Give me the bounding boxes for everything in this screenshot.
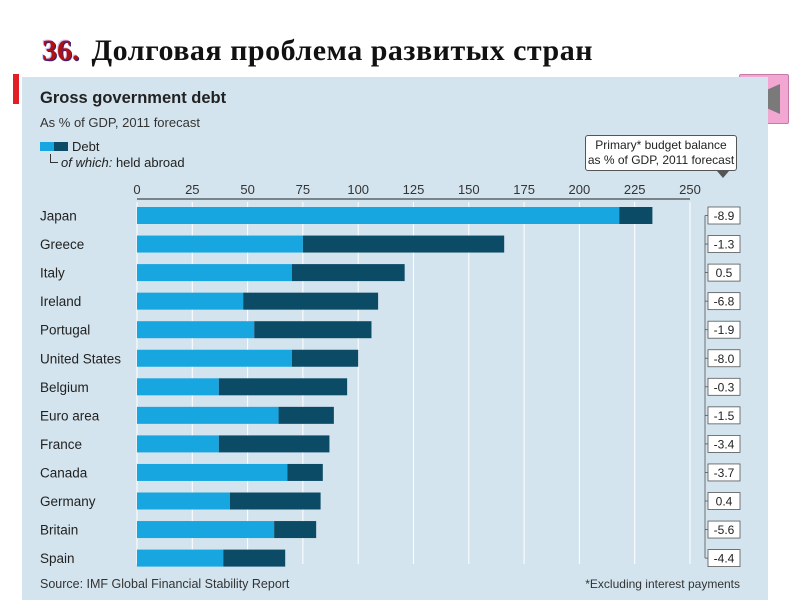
bar-debt (137, 378, 219, 396)
chart-title: Gross government debt (40, 89, 227, 107)
bar-held-abroad (619, 207, 653, 224)
balance-value-label: -8.9 (714, 209, 735, 223)
bar-debt (137, 492, 230, 510)
bar-debt (137, 435, 219, 453)
bar-debt (137, 521, 275, 539)
chart-panel: Gross government debt As % of GDP, 2011 … (22, 77, 768, 600)
bar-held-abroad (291, 349, 359, 367)
balance-value-label: -6.8 (714, 295, 735, 309)
balance-header: Primary* budget balance as % of GDP, 201… (585, 135, 737, 171)
category-label: United States (40, 351, 121, 366)
bar-held-abroad (254, 321, 372, 339)
x-tick-label: 175 (513, 182, 535, 197)
category-label: Portugal (40, 323, 90, 338)
category-label: Spain (40, 551, 75, 566)
category-label: Japan (40, 209, 77, 224)
bar-held-abroad (218, 378, 348, 396)
category-label: Italy (40, 266, 65, 281)
bar-held-abroad (229, 492, 321, 510)
balance-value-label: -4.4 (714, 552, 735, 566)
bar-chart: 0 25 50 75 100 125 150 175 200 225 250 Japan -8.9 Gre… (40, 182, 741, 568)
bar-debt (137, 207, 620, 224)
chart-subtitle: As % of GDP, 2011 forecast (40, 115, 200, 130)
category-label: Greece (40, 237, 84, 252)
chart-source: Source: IMF Global Financial Stability R… (40, 577, 290, 591)
x-tick-label: 150 (458, 182, 480, 197)
x-tick-label: 0 (133, 182, 140, 197)
bar-debt (137, 549, 224, 567)
x-tick-label: 125 (403, 182, 425, 197)
red-accent-bar (13, 74, 19, 104)
bar-debt (137, 235, 303, 253)
category-label: Belgium (40, 380, 89, 395)
x-tick-label: 100 (347, 182, 369, 197)
bar-debt (137, 321, 255, 339)
balance-value-label: -1.3 (714, 238, 735, 252)
chart-footnote: *Excluding interest payments (585, 577, 740, 591)
balance-value-label: -5.6 (714, 523, 735, 537)
bar-held-abroad (218, 435, 330, 453)
legend-item-held-abroad: of which: held abroad (50, 154, 185, 170)
legend-label-held-abroad-prefix: of which: (61, 155, 113, 170)
category-label: Germany (40, 494, 96, 509)
legend-item-debt: Debt (40, 137, 185, 155)
slide-number: 36. (42, 34, 80, 67)
x-tick-label: 225 (624, 182, 646, 197)
bar-held-abroad (291, 264, 405, 282)
bar-debt (137, 406, 279, 424)
balance-header-pointer (717, 171, 729, 178)
balance-value-label: -3.7 (714, 466, 735, 480)
bar-debt (137, 463, 288, 481)
legend-label-debt: Debt (72, 138, 100, 154)
category-label: Britain (40, 523, 78, 538)
balance-header-line2: as % of GDP, 2011 forecast (587, 153, 735, 167)
bar-debt (137, 349, 292, 367)
balance-header-line1: Primary* budget balance (595, 138, 727, 152)
legend-label-held-abroad-suffix: held abroad (115, 155, 185, 170)
category-label: Canada (40, 465, 88, 480)
x-tick-label: 25 (185, 182, 199, 197)
slide-header: 36. Долговая проблема развитых стран (42, 34, 593, 74)
bar-debt (137, 264, 292, 282)
legend-hook (50, 154, 58, 163)
category-label: France (40, 437, 82, 452)
x-tick-label: 50 (240, 182, 254, 197)
category-label: Ireland (40, 294, 81, 309)
slide-title: Долговая проблема развитых стран (91, 34, 594, 67)
bar-held-abroad (223, 549, 286, 567)
x-tick-label: 250 (679, 182, 701, 197)
category-label: Euro area (40, 408, 100, 423)
balance-value-label: 0.5 (716, 266, 733, 280)
x-tick-label: 75 (296, 182, 310, 197)
bar-held-abroad (278, 406, 334, 424)
balance-value-label: -0.3 (714, 380, 735, 394)
balance-value-label: -3.4 (714, 437, 735, 451)
balance-value-label: -1.9 (714, 323, 735, 337)
x-tick-label: 200 (569, 182, 591, 197)
chart-legend: Debt of which: held abroad (40, 137, 185, 170)
bar-held-abroad (243, 292, 379, 310)
balance-value-label: -1.5 (714, 409, 735, 423)
balance-value-label: -8.0 (714, 352, 735, 366)
legend-swatch-held-abroad (54, 141, 68, 151)
balance-value-label: 0.4 (716, 495, 733, 509)
bar-held-abroad (287, 463, 323, 481)
bar-held-abroad (274, 521, 317, 539)
legend-swatch-debt (40, 141, 54, 151)
bar-held-abroad (302, 235, 505, 253)
bar-debt (137, 292, 244, 310)
